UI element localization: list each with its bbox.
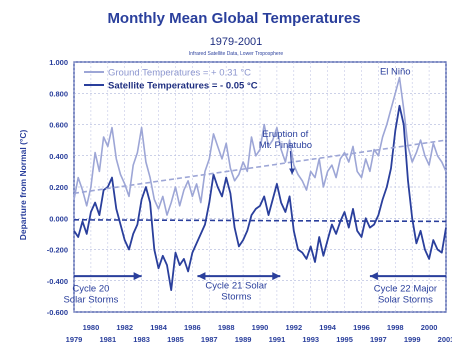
annotation-label: Cycle 20 bbox=[72, 284, 109, 295]
x-tick-label: 2000 bbox=[421, 323, 438, 332]
x-tick-label: 1999 bbox=[404, 335, 421, 344]
y-tick-label: 0.000 bbox=[49, 214, 68, 223]
arrow-head bbox=[133, 272, 142, 281]
x-tick-label: 1988 bbox=[218, 323, 235, 332]
x-tick-label: 1984 bbox=[150, 323, 168, 332]
chart-title: Monthly Mean Global Temperatures bbox=[107, 10, 360, 27]
arrow-head bbox=[369, 272, 378, 281]
x-tick-label: 1995 bbox=[336, 335, 353, 344]
chart-subsubtitle: Infrared Satellite Data, Lower Troposphe… bbox=[189, 51, 283, 57]
annotation-label: Cycle 21 Solar bbox=[205, 281, 267, 292]
x-tick-label: 1981 bbox=[99, 335, 116, 344]
annotation-label: Storms bbox=[221, 292, 251, 303]
annotation-label: Cycle 22 Major bbox=[374, 284, 437, 295]
annotation-label: Eruption of bbox=[262, 129, 308, 140]
series-line bbox=[73, 76, 447, 216]
series-line bbox=[73, 104, 447, 292]
y-tick-label: 0.800 bbox=[49, 89, 68, 98]
y-tick-label: 1.000 bbox=[49, 58, 68, 67]
x-tick-label: 1991 bbox=[269, 335, 286, 344]
legend-entry: Satellite Temperatures = - 0.05 °C bbox=[108, 81, 258, 92]
legend-entry: Ground Temperatures = + 0.31 °C bbox=[108, 68, 251, 79]
annotation-label: Mt. Pinatubo bbox=[259, 140, 312, 151]
trend-line bbox=[73, 219, 447, 223]
x-tick-label: 1996 bbox=[353, 323, 370, 332]
arrow-head bbox=[289, 168, 296, 175]
x-tick-label: 1982 bbox=[116, 323, 133, 332]
y-axis-label: Departure from Normal (°C) bbox=[18, 130, 28, 241]
annotation-label: El Niño bbox=[380, 67, 411, 78]
y-tick-label: 0.600 bbox=[49, 121, 68, 130]
y-tick-label: -0.400 bbox=[47, 277, 68, 286]
annotation-label: Solar Storms bbox=[378, 295, 433, 306]
annotation-label: Solar Storms bbox=[63, 295, 118, 306]
chart-subtitle: 1979-2001 bbox=[210, 36, 263, 48]
x-tick-label: 1990 bbox=[252, 323, 269, 332]
x-tick-label: 1998 bbox=[387, 323, 404, 332]
trend-line bbox=[73, 139, 447, 195]
y-tick-label: 0.200 bbox=[49, 183, 68, 192]
x-tick-label: 1979 bbox=[66, 335, 83, 344]
arrow-head bbox=[197, 272, 206, 281]
x-tick-label: 1983 bbox=[133, 335, 150, 344]
x-tick-label: 1997 bbox=[370, 335, 387, 344]
x-tick-label: 1992 bbox=[285, 323, 302, 332]
x-tick-label: 1987 bbox=[201, 335, 218, 344]
y-tick-label: 0.400 bbox=[49, 152, 68, 161]
arrow-head bbox=[272, 272, 281, 281]
x-tick-label: 1980 bbox=[83, 323, 100, 332]
x-tick-label: 1985 bbox=[167, 335, 184, 344]
x-tick-label: 1993 bbox=[302, 335, 319, 344]
y-tick-label: -0.200 bbox=[47, 246, 68, 255]
y-tick-label: -0.600 bbox=[47, 308, 68, 317]
x-tick-label: 1986 bbox=[184, 323, 201, 332]
x-tick-label: 1994 bbox=[319, 323, 337, 332]
x-tick-label: 1989 bbox=[235, 335, 252, 344]
x-tick-label: 2001 bbox=[438, 335, 452, 344]
